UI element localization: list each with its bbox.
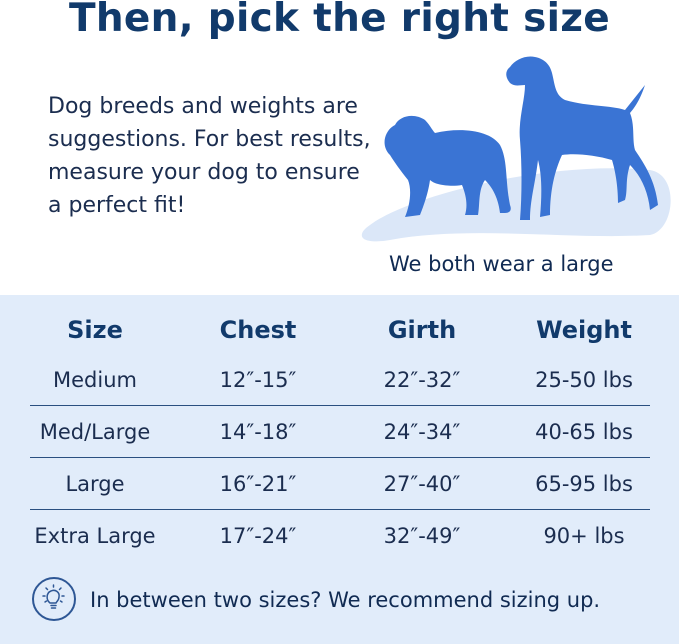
size-chart-panel [0, 295, 679, 644]
dogs-caption: We both wear a large [389, 252, 614, 276]
cell-girth: 32″-49″ [383, 524, 461, 548]
table-row: Large 16″-21″ 27″-40″ 65-95 lbs [0, 472, 679, 512]
ground-shape [361, 168, 671, 242]
cell-girth: 22″-32″ [383, 368, 461, 392]
sizing-tip: In between two sizes? We recommend sizin… [90, 588, 601, 612]
cell-weight: 65-95 lbs [535, 472, 633, 496]
cell-size: Large [65, 472, 125, 496]
header-weight: Weight [536, 316, 632, 344]
cell-girth: 24″-34″ [383, 420, 461, 444]
cell-weight: 90+ lbs [543, 524, 625, 548]
intro-text: Dog breeds and weights are suggestions. … [48, 94, 371, 218]
row-divider [30, 457, 650, 458]
table-row: Extra Large 17″-24″ 32″-49″ 90+ lbs [0, 524, 679, 564]
pointer-dog-silhouette [506, 56, 658, 221]
cell-size: Extra Large [34, 524, 156, 548]
cell-weight: 40-65 lbs [535, 420, 633, 444]
cell-size: Medium [53, 368, 137, 392]
header-girth: Girth [387, 316, 457, 344]
cell-chest: 16″-21″ [219, 472, 297, 496]
lightbulb-icon [32, 577, 76, 621]
cell-girth: 27″-40″ [383, 472, 461, 496]
row-divider [30, 405, 650, 406]
cell-chest: 14″-18″ [219, 420, 297, 444]
cell-chest: 17″-24″ [219, 524, 297, 548]
table-row: Medium 12″-15″ 22″-32″ 25-50 lbs [0, 368, 679, 408]
header-chest: Chest [219, 316, 297, 344]
cell-size: Med/Large [39, 420, 151, 444]
page-title: Then, pick the right size [68, 0, 611, 41]
table-row: Med/Large 14″-18″ 24″-34″ 40-65 lbs [0, 420, 679, 460]
row-divider [30, 509, 650, 510]
dog-silhouettes-icon [361, 56, 671, 242]
bulldog-silhouette [384, 115, 511, 217]
header-size: Size [67, 316, 123, 344]
table-header: Size Chest Girth Weight [0, 316, 679, 356]
cell-weight: 25-50 lbs [535, 368, 633, 392]
cell-chest: 12″-15″ [219, 368, 297, 392]
